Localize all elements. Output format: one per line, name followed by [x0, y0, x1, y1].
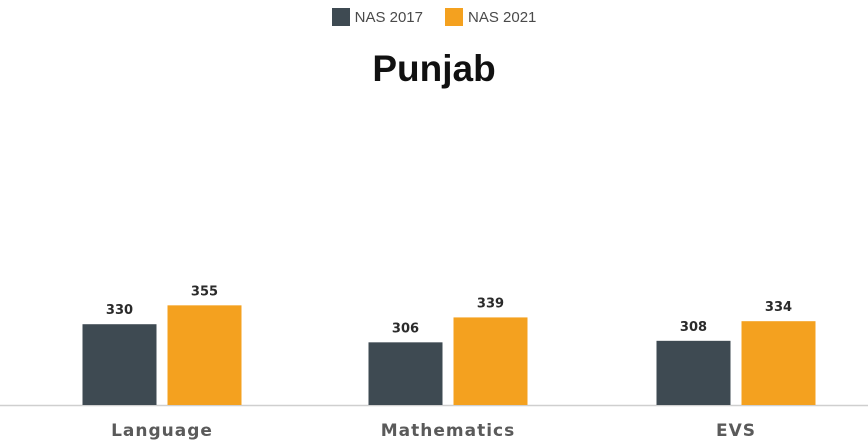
legend-label-nas-2021: NAS 2021 — [468, 8, 537, 26]
data-label-evs-nas-2021: 334 — [765, 300, 792, 315]
bar-mathematics-nas-2021 — [453, 317, 528, 405]
bar-evs-nas-2021 — [741, 321, 816, 405]
data-label-mathematics-nas-2021: 339 — [477, 296, 504, 311]
x-tick-label-language: Language — [111, 421, 213, 441]
legend-swatch-nas-2017 — [331, 8, 350, 26]
x-tick-label-evs: EVS — [716, 421, 756, 441]
data-label-evs-nas-2017: 308 — [680, 320, 707, 335]
x-tick-label-mathematics: Mathematics — [381, 421, 515, 441]
chart-title: Punjab — [372, 48, 496, 89]
legend-item-nas-2017: NAS 2017 — [331, 8, 423, 26]
data-label-language-nas-2017: 330 — [106, 303, 133, 318]
bar-mathematics-nas-2017 — [368, 342, 443, 405]
chart-legend: NAS 2017 NAS 2021 — [0, 8, 868, 26]
legend-item-nas-2021: NAS 2021 — [445, 8, 536, 26]
bar-language-nas-2021 — [167, 305, 242, 405]
legend-swatch-nas-2021 — [445, 8, 463, 26]
legend-label-nas-2017: NAS 2017 — [354, 8, 423, 26]
data-label-language-nas-2021: 355 — [191, 284, 218, 299]
bar-evs-nas-2017 — [656, 340, 731, 405]
bar-language-nas-2017 — [82, 324, 157, 405]
data-label-mathematics-nas-2017: 306 — [392, 321, 419, 336]
